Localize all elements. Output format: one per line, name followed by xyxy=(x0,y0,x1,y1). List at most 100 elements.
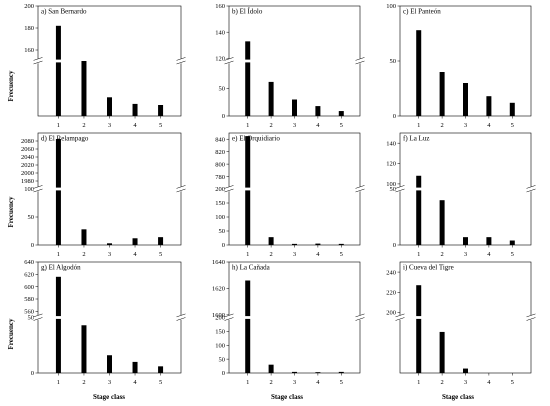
bar-stage-5 xyxy=(158,105,164,116)
x-tick-label: 3 xyxy=(108,379,111,386)
y-tick-label: 620 xyxy=(24,272,34,279)
bar-stage-5 xyxy=(158,366,164,373)
y-tick-label: 0 xyxy=(393,242,396,249)
y-tick-label: 820 xyxy=(215,149,225,156)
bar-break-gap xyxy=(244,187,251,191)
x-tick-label: 2 xyxy=(440,251,443,258)
y-tick-label: 0 xyxy=(222,242,225,249)
axis-break-left-icon xyxy=(33,188,43,193)
y-tick-label: 0 xyxy=(31,370,34,377)
bar-stage-2 xyxy=(439,200,445,245)
y-tick-label: 1600 xyxy=(212,312,225,319)
y-tick-label: 100 xyxy=(24,186,34,193)
axis-break-right-icon xyxy=(355,60,365,65)
x-tick-label: 1 xyxy=(417,251,420,258)
y-tick-label: 50 xyxy=(219,356,226,363)
x-tick-label: 2 xyxy=(82,122,85,129)
axis-break-left-icon xyxy=(224,185,234,189)
y-tick-label: 2040 xyxy=(21,154,34,161)
bar-stage-5 xyxy=(338,371,344,373)
x-tick-label: 4 xyxy=(487,379,491,386)
x-tick-label: 1 xyxy=(57,251,60,258)
axis-break-right-icon xyxy=(176,185,186,189)
bar-break-gap xyxy=(55,187,62,191)
panel-title: g) El Algodón xyxy=(41,264,81,272)
x-tick-label: 5 xyxy=(159,122,162,129)
axis-break-left-icon xyxy=(395,317,405,321)
panel-title: a) San Bernardo xyxy=(41,8,87,16)
bar-stage-4 xyxy=(486,237,492,245)
y-tick-label: 0 xyxy=(393,113,396,120)
x-tick-label: 2 xyxy=(269,122,272,129)
y-tick-label: 140 xyxy=(215,29,225,36)
y-tick-label: 50 xyxy=(219,86,226,93)
y-tick-label: 2080 xyxy=(21,138,34,145)
y-tick-label: 0 xyxy=(31,242,34,249)
bar-stage-1 xyxy=(55,139,61,245)
y-tick-label: 0 xyxy=(222,113,225,120)
axis-break-gap-left xyxy=(224,186,234,192)
axis-break-left-icon xyxy=(33,317,43,321)
x-tick-label: 5 xyxy=(340,251,343,258)
bar-break-gap xyxy=(415,187,422,191)
bar-stage-3 xyxy=(107,355,112,373)
axis-break-gap-right xyxy=(526,315,536,320)
x-tick-label: 1 xyxy=(57,122,60,129)
x-tick-label: 5 xyxy=(511,379,514,386)
x-tick-label: 4 xyxy=(133,122,137,129)
y-tick-label: 50 xyxy=(390,58,397,65)
x-axis-label-col-1: Stage class xyxy=(93,393,125,401)
x-tick-label: 4 xyxy=(133,379,137,386)
x-tick-label: 1 xyxy=(246,122,249,129)
axis-break-right-icon xyxy=(355,313,365,318)
bar-stage-2 xyxy=(268,81,274,116)
axis-break-left-icon xyxy=(395,313,405,318)
bar-stage-1 xyxy=(245,41,251,116)
panel-b: b) El Ídolo 0 50 120 140 160 1 2 3 4 5 xyxy=(215,3,365,129)
y-tick-label: 150 xyxy=(215,200,225,207)
axis-break-right-icon xyxy=(526,188,536,193)
axis-break-gap-right xyxy=(355,58,365,64)
bar-stage-2 xyxy=(81,61,87,116)
axis-break-left-icon xyxy=(33,57,43,61)
y-tick-label: 1640 xyxy=(212,259,225,266)
x-tick-label: 3 xyxy=(293,379,296,386)
axis-break-gap-right xyxy=(176,58,186,64)
panel-title: b) El Ídolo xyxy=(232,8,263,16)
x-tick-label: 3 xyxy=(293,122,296,129)
y-tick-label: 640 xyxy=(24,259,34,266)
panel-title: d) El Relampago xyxy=(41,135,89,143)
axis-break-left-icon xyxy=(224,57,234,61)
x-tick-label: 3 xyxy=(108,251,111,258)
bar-stage-1 xyxy=(55,25,61,116)
axis-break-left-icon xyxy=(224,60,234,65)
panel-i: i) Cueva del Tigre 200 220 240 1 2 3 4 5 xyxy=(386,261,536,386)
x-tick-label: 4 xyxy=(133,251,137,258)
x-tick-label: 4 xyxy=(316,251,320,258)
y-tick-label: 560 xyxy=(24,309,34,316)
y-tick-label: 50 xyxy=(219,228,226,235)
bar-stage-5 xyxy=(509,240,515,245)
bar-stage-4 xyxy=(132,103,138,116)
y-tick-label: 100 xyxy=(386,181,396,188)
y-tick-label: 140 xyxy=(386,140,396,147)
bar-break-gap xyxy=(55,316,62,319)
y-tick-label: 160 xyxy=(24,47,34,54)
axis-break-right-icon xyxy=(176,313,186,318)
panel-d: d) El Relampago 0 50 1001980200020202040206… xyxy=(21,132,186,258)
bar-stage-5 xyxy=(338,111,344,116)
x-tick-label: 2 xyxy=(82,379,85,386)
bar-stage-5 xyxy=(158,237,164,245)
axis-break-gap-left xyxy=(33,186,43,192)
y-tick-label: 120 xyxy=(386,161,396,168)
axis-break-gap-right xyxy=(176,186,186,192)
axis-break-gap-right xyxy=(176,315,186,320)
y-tick-label: 200 xyxy=(24,3,34,10)
bar-stage-3 xyxy=(107,97,112,116)
y-tick-label: 200 xyxy=(215,315,225,322)
x-tick-label: 5 xyxy=(159,251,162,258)
axis-break-right-icon xyxy=(176,317,186,321)
x-tick-label: 1 xyxy=(417,122,420,129)
